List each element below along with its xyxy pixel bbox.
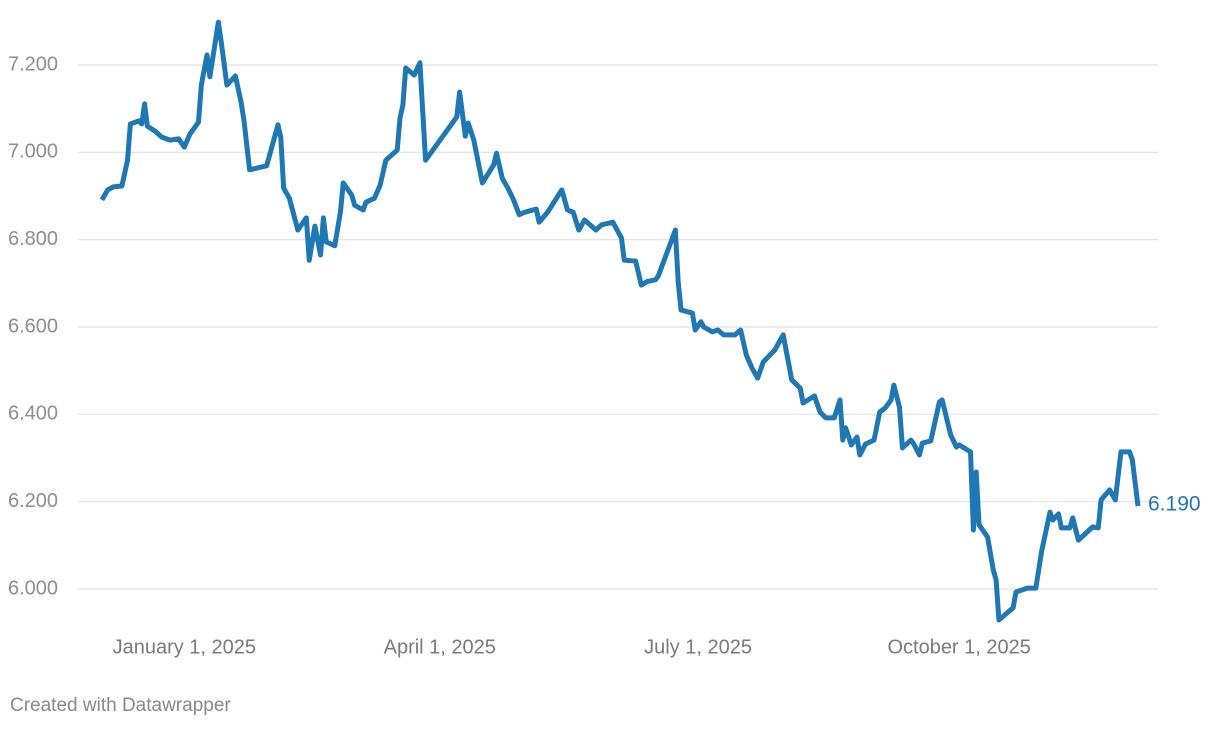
- credit: Created with Datawrapper: [10, 695, 231, 716]
- y-tick-label: 7.200: [8, 53, 58, 75]
- y-tick-label: 6.600: [8, 315, 58, 337]
- y-tick-label: 6.000: [8, 577, 58, 599]
- value-label: 6.190: [1148, 493, 1201, 516]
- y-tick-label: 6.800: [8, 228, 58, 250]
- y-tick-label: 7.000: [8, 141, 58, 163]
- x-tick-label: January 1, 2025: [113, 636, 256, 658]
- y-tick-label: 6.400: [8, 403, 58, 425]
- y-tick-label: 6.200: [8, 490, 58, 512]
- x-tick-label: April 1, 2025: [384, 636, 496, 658]
- x-tick-label: October 1, 2025: [887, 636, 1030, 658]
- line: [99, 19, 1141, 623]
- x-tick-label: July 1, 2025: [644, 636, 752, 658]
